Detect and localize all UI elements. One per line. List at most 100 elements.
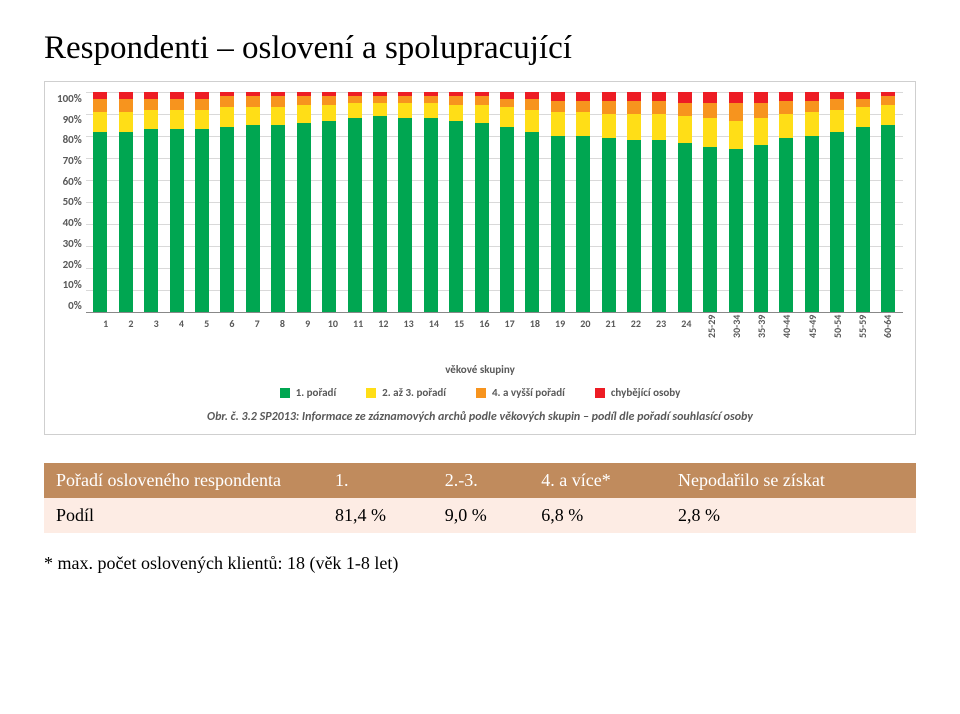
- plot-area: 100%90%80%70%60%50%40%30%20%10%0%: [57, 92, 903, 313]
- bar-column: [119, 92, 133, 312]
- bar-column: [856, 92, 870, 312]
- bar-segment: [678, 143, 692, 312]
- table-cell: 81,4 %: [323, 498, 433, 533]
- bar-segment: [576, 112, 590, 136]
- x-tick-label: 15: [452, 317, 466, 345]
- bar-segment: [652, 140, 666, 312]
- bar-segment: [424, 103, 438, 118]
- bar-column: [297, 92, 311, 312]
- bar-column: [551, 92, 565, 312]
- y-tick-label: 90%: [63, 113, 82, 126]
- bar-segment: [576, 101, 590, 112]
- bar-segment: [144, 92, 158, 99]
- y-tick-label: 60%: [63, 175, 82, 188]
- bar-column: [373, 92, 387, 312]
- bar-segment: [551, 112, 565, 136]
- bar-segment: [856, 127, 870, 312]
- legend-swatch: [595, 388, 605, 398]
- bar-segment: [678, 103, 692, 116]
- bar-segment: [754, 145, 768, 312]
- bar-column: [703, 92, 717, 312]
- x-tick-label: 13: [402, 317, 416, 345]
- y-tick-label: 0%: [68, 299, 82, 312]
- y-tick-label: 20%: [63, 258, 82, 271]
- bar-segment: [170, 99, 184, 110]
- legend-item: chybějící osoby: [595, 386, 681, 399]
- bar-segment: [703, 92, 717, 103]
- x-tick-label: 3: [149, 317, 163, 345]
- x-tick-label: 21: [604, 317, 618, 345]
- y-tick-label: 50%: [63, 195, 82, 208]
- bar-segment: [652, 101, 666, 114]
- x-tick-label: 7: [250, 317, 264, 345]
- x-tick-label: 45-49: [799, 324, 827, 338]
- bar-segment: [398, 103, 412, 118]
- y-tick-label: 70%: [63, 154, 82, 167]
- bar-segment: [220, 127, 234, 312]
- x-tick-label: 50-54: [824, 324, 852, 338]
- bar-segment: [805, 136, 819, 312]
- bar-column: [779, 92, 793, 312]
- bar-segment: [500, 107, 514, 127]
- bar-segment: [170, 129, 184, 312]
- bar-segment: [424, 96, 438, 103]
- bar-segment: [830, 110, 844, 132]
- footnote: * max. počet oslovených klientů: 18 (věk…: [44, 553, 916, 574]
- bar-segment: [805, 112, 819, 136]
- bar-segment: [856, 107, 870, 127]
- bar-segment: [475, 123, 489, 312]
- table-row-label: Podíl: [44, 498, 323, 533]
- bar-column: [322, 92, 336, 312]
- bar-segment: [627, 92, 641, 101]
- bar-column: [144, 92, 158, 312]
- bar-segment: [398, 118, 412, 312]
- bar-segment: [271, 96, 285, 107]
- bar-segment: [297, 105, 311, 123]
- bar-container: [86, 92, 903, 312]
- x-axis-labels: 1234567891011121314151617181920212223242…: [91, 313, 903, 345]
- x-tick-label: 24: [679, 317, 693, 345]
- y-axis: 100%90%80%70%60%50%40%30%20%10%0%: [57, 92, 86, 312]
- bar-segment: [652, 114, 666, 140]
- bar-segment: [500, 127, 514, 312]
- bar-segment: [93, 112, 107, 132]
- bar-segment: [322, 96, 336, 105]
- bar-segment: [830, 99, 844, 110]
- bar-segment: [602, 138, 616, 312]
- bar-segment: [652, 92, 666, 101]
- bar-segment: [881, 96, 895, 105]
- bar-segment: [551, 101, 565, 112]
- bar-segment: [500, 92, 514, 99]
- bar-segment: [525, 99, 539, 110]
- bar-column: [170, 92, 184, 312]
- x-tick-label: 16: [477, 317, 491, 345]
- bar-segment: [170, 92, 184, 99]
- bar-segment: [195, 99, 209, 110]
- bar-segment: [729, 103, 743, 121]
- bar-segment: [322, 121, 336, 312]
- bar-segment: [703, 118, 717, 147]
- bar-segment: [805, 101, 819, 112]
- bar-segment: [627, 101, 641, 114]
- bar-segment: [271, 107, 285, 125]
- bar-segment: [271, 125, 285, 312]
- bar-column: [805, 92, 819, 312]
- bar-segment: [195, 92, 209, 99]
- bar-segment: [93, 132, 107, 312]
- x-tick-label: 9: [301, 317, 315, 345]
- chart-caption: Obr. č. 3.2 SP2013: Informace ze záznamo…: [57, 409, 903, 426]
- bar-segment: [119, 132, 133, 312]
- bar-column: [93, 92, 107, 312]
- bar-segment: [729, 121, 743, 150]
- x-tick-label: 8: [275, 317, 289, 345]
- legend: 1. pořadí2. až 3. pořadí4. a vyšší pořad…: [57, 386, 903, 399]
- x-tick-label: 55-59: [849, 324, 877, 338]
- y-tick-label: 10%: [63, 278, 82, 291]
- bar-segment: [220, 107, 234, 127]
- bar-segment: [551, 92, 565, 101]
- bar-segment: [830, 132, 844, 312]
- x-tick-label: 6: [225, 317, 239, 345]
- table-header-cell: Nepodařilo se získat: [666, 463, 916, 498]
- bar-segment: [297, 123, 311, 312]
- table-data-row: Podíl 81,4 % 9,0 % 6,8 % 2,8 %: [44, 498, 916, 533]
